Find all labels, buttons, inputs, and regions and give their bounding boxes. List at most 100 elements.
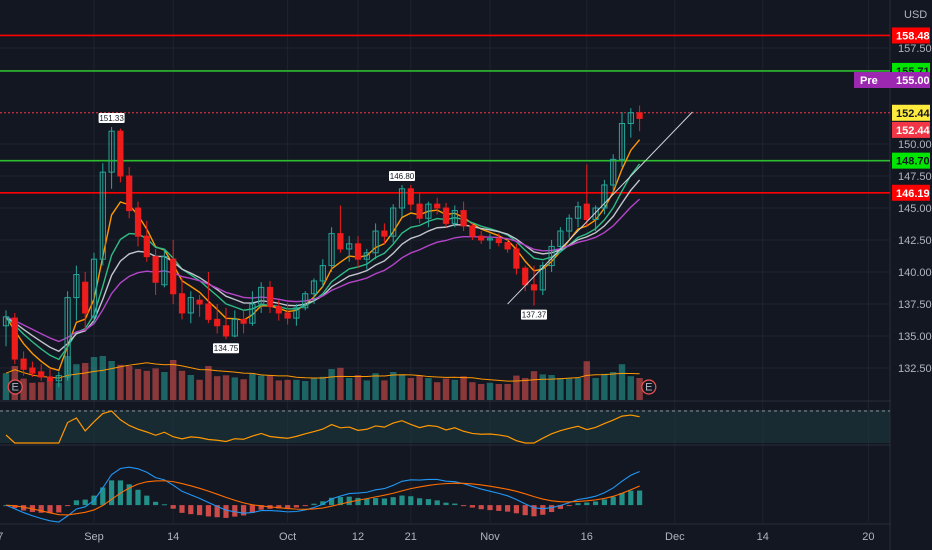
candle-body bbox=[566, 217, 573, 232]
volume-bar bbox=[372, 373, 379, 400]
volume-bar bbox=[249, 373, 256, 400]
macd-histogram-bar bbox=[434, 500, 440, 506]
price-badge-text: 155.00 bbox=[896, 75, 930, 87]
price-tick: 147.50 bbox=[898, 171, 932, 183]
macd-histogram-bar bbox=[469, 505, 475, 508]
trendline[interactable] bbox=[507, 111, 693, 305]
macd-histogram-bar bbox=[408, 496, 414, 506]
annotation-label: 151.33 bbox=[99, 114, 124, 123]
candle-body bbox=[319, 265, 326, 282]
candle-body bbox=[214, 318, 221, 327]
macd-histogram-bar bbox=[82, 499, 88, 506]
candle-body bbox=[407, 188, 414, 205]
price-badge bbox=[892, 121, 930, 138]
volume-bar bbox=[310, 378, 318, 400]
macd-histogram-bar bbox=[461, 505, 467, 507]
candle-body bbox=[618, 123, 626, 160]
annotation-label: 146.80 bbox=[390, 172, 415, 181]
candle-body bbox=[398, 188, 406, 209]
macd-histogram-bar bbox=[302, 505, 308, 507]
macd-histogram-bar bbox=[241, 505, 247, 516]
macd-histogram-bar bbox=[144, 495, 150, 506]
macd-histogram-bar bbox=[276, 505, 282, 509]
candlesticks[interactable] bbox=[2, 105, 643, 388]
macd-histogram-bar bbox=[65, 505, 71, 507]
volume-bar bbox=[434, 382, 441, 400]
macd-histogram-bar bbox=[540, 505, 546, 515]
rsi-band bbox=[0, 410, 890, 443]
volume-bar bbox=[354, 375, 362, 400]
candle-body bbox=[20, 358, 27, 370]
price-tick: 132.50 bbox=[898, 363, 932, 375]
volume-bar bbox=[90, 357, 98, 400]
annotation-box bbox=[521, 309, 547, 320]
time-axis[interactable]: 17 Sep 14 Oct 12 21 Nov 16 Dec 14 20 bbox=[0, 531, 875, 543]
candle-body bbox=[354, 243, 362, 260]
candle-body bbox=[372, 230, 379, 254]
volume-bar bbox=[442, 378, 450, 400]
volume-bar bbox=[117, 364, 124, 400]
volume-bar bbox=[618, 364, 626, 400]
annotation-box bbox=[98, 112, 125, 123]
macd-histogram-bar bbox=[12, 505, 18, 509]
macd-histogram-bar bbox=[329, 497, 335, 506]
time-tick: Nov bbox=[480, 531, 500, 543]
volume-bar bbox=[99, 356, 106, 400]
volume-bar bbox=[46, 381, 54, 400]
moving-average-line bbox=[5, 198, 641, 343]
candle-body bbox=[434, 203, 441, 209]
time-tick: 14 bbox=[167, 531, 179, 543]
macd-histogram-bar bbox=[214, 505, 220, 518]
macd-histogram-bar bbox=[346, 496, 352, 506]
volume-bar bbox=[284, 379, 291, 400]
macd-histogram-bar bbox=[109, 480, 115, 506]
volume-bar bbox=[108, 361, 115, 400]
candle-body bbox=[46, 376, 54, 382]
price-axis[interactable]: 157.50 150.00 147.50 145.00 142.50 140.00 137.… bbox=[891, 0, 932, 550]
macd-histogram-bar bbox=[223, 505, 229, 518]
candle-body bbox=[390, 207, 397, 237]
price-badge bbox=[892, 72, 930, 88]
candle-body bbox=[416, 203, 423, 219]
macd-histogram-bar bbox=[417, 498, 423, 506]
candle-body bbox=[381, 230, 388, 237]
earnings-icon bbox=[7, 379, 23, 395]
macd-histogram-bar bbox=[249, 505, 255, 513]
price-badge bbox=[892, 152, 930, 169]
price-badge bbox=[892, 27, 930, 44]
rsi-line bbox=[5, 410, 640, 444]
candle-body bbox=[126, 175, 133, 212]
candle-body bbox=[64, 297, 71, 378]
macd-histogram-bar bbox=[170, 505, 176, 509]
volume-bar bbox=[29, 382, 36, 400]
price-tick: 142.50 bbox=[898, 235, 932, 247]
macd-histogram-bar bbox=[293, 505, 299, 508]
volume-bar bbox=[469, 382, 476, 400]
macd-histogram-bar bbox=[610, 496, 616, 506]
price-badge bbox=[892, 184, 930, 201]
candle-body bbox=[293, 307, 300, 319]
earnings-icon bbox=[641, 379, 657, 395]
earnings-label: E bbox=[12, 382, 19, 394]
annotation-box bbox=[389, 170, 415, 181]
candle-body bbox=[337, 233, 344, 250]
volume-bar bbox=[187, 375, 194, 400]
volume-bar bbox=[214, 376, 221, 400]
candle-body bbox=[187, 297, 194, 314]
volume-bar bbox=[55, 382, 62, 400]
volume-bar bbox=[610, 372, 617, 400]
candle-body bbox=[486, 238, 494, 241]
volume-bar bbox=[583, 361, 590, 400]
macd-histogram-bar bbox=[557, 505, 563, 509]
volume-bar bbox=[302, 381, 309, 400]
volume-bar bbox=[522, 378, 529, 400]
currency-label: USD bbox=[904, 9, 927, 21]
price-tick: 135.00 bbox=[898, 331, 932, 343]
volume-bar bbox=[38, 382, 45, 400]
candle-body bbox=[90, 258, 98, 318]
volume-bars bbox=[2, 356, 643, 400]
candle-body bbox=[205, 303, 212, 320]
